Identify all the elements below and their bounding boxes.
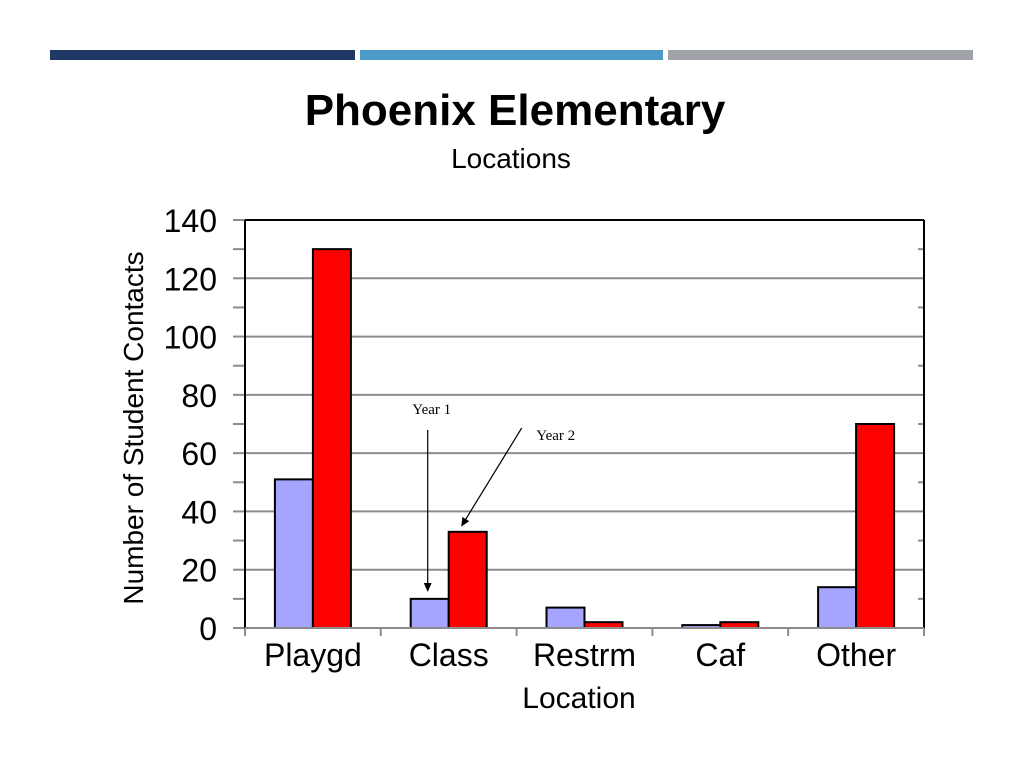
x-axis-label: Location <box>522 682 635 715</box>
bar-year-2-playgd <box>311 248 352 629</box>
y-tick-label: 20 <box>181 553 217 589</box>
bar-year-1-class <box>409 597 450 629</box>
bar-year-2-class <box>447 530 488 629</box>
y-tick-label: 80 <box>181 378 217 414</box>
x-tick-label: Caf <box>695 637 745 673</box>
y-tick-label: 140 <box>164 203 217 239</box>
x-tick-label: Playgd <box>264 637 362 673</box>
bar-year-1-playgd <box>273 478 314 629</box>
x-tick-label: Restrm <box>533 637 636 673</box>
x-tick-label: Other <box>816 637 896 673</box>
y-axis-label: Number of Student Contacts <box>118 251 149 604</box>
annotation-year-2: Year 2 <box>536 428 575 444</box>
bar-year-1-restrm <box>545 606 586 629</box>
chart-title: Phoenix Elementary <box>305 86 726 135</box>
bar-year-1-other <box>817 586 858 630</box>
y-tick-label: 0 <box>199 611 217 647</box>
chart-subtitle: Locations <box>451 143 571 174</box>
bar-year-2-other <box>855 423 896 629</box>
y-tick-label: 100 <box>164 320 217 356</box>
header-stripe-blue <box>360 50 663 60</box>
annotation-year-1: Year 1 <box>412 402 451 418</box>
header-stripe-dark <box>50 50 355 60</box>
y-tick-label: 120 <box>164 261 217 297</box>
header-stripe-gray <box>668 50 973 60</box>
y-tick-label: 60 <box>181 436 217 472</box>
annotation-arrow-year-2 <box>461 427 523 527</box>
y-tick-label: 40 <box>181 494 217 530</box>
x-tick-label: Class <box>409 637 489 673</box>
